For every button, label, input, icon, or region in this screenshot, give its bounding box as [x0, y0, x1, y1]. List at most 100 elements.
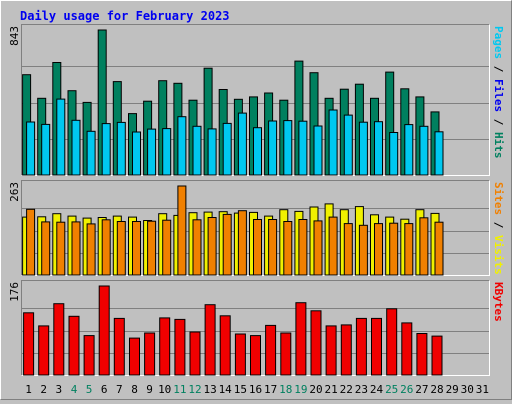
- side-legend: Sites / Visits: [492, 182, 505, 275]
- bar-pages-day-4: [71, 119, 81, 176]
- bar-pages-day-14: [222, 122, 232, 176]
- bar-kbytes-day-8: [129, 337, 140, 376]
- bar-pages-day-6: [101, 123, 111, 176]
- bar-pages-day-25: [389, 132, 399, 176]
- x-tick-label-day-30: 30: [461, 383, 474, 396]
- bar-kbytes-day-14: [219, 315, 231, 376]
- bar-sites-day-27: [419, 217, 429, 276]
- x-tick-label-day-17: 17: [264, 383, 277, 396]
- legend-label: KBytes: [492, 282, 505, 322]
- x-tick-label-day-8: 8: [131, 383, 138, 396]
- bar-kbytes-day-20: [310, 310, 322, 376]
- chart-panels: 843 Pages / Files / Hits 263 Sites / Visits…: [8, 24, 505, 376]
- bar-sites-day-26: [404, 223, 414, 276]
- bar-sites-day-16: [253, 219, 262, 276]
- bar-pages-day-22: [343, 114, 353, 176]
- bar-sites-day-18: [283, 221, 293, 276]
- x-tick-label-day-22: 22: [340, 383, 353, 396]
- bar-pages-day-21: [328, 109, 338, 176]
- bar-kbytes-day-4: [68, 315, 80, 376]
- x-tick-label-day-26: 26: [400, 383, 413, 396]
- bar-pages-day-3: [56, 98, 66, 176]
- bar-pages-day-16: [253, 127, 262, 176]
- bar-kbytes-day-6: [98, 285, 110, 376]
- x-tick-label-day-29: 29: [446, 383, 459, 396]
- bar-pages-day-9: [147, 128, 157, 176]
- bar-sites-day-20: [313, 220, 323, 276]
- legend-label: Hits: [492, 132, 505, 159]
- bar-pages-day-27: [419, 125, 429, 176]
- bar-sites-day-5: [86, 223, 96, 276]
- bar-pages-day-12: [192, 125, 202, 176]
- bar-sites-day-2: [41, 221, 51, 276]
- bar-pages-day-18: [283, 120, 293, 176]
- bar-sites-day-12: [192, 219, 202, 276]
- bar-pages-day-15: [237, 112, 247, 176]
- side-legend: KBytes: [492, 282, 505, 322]
- bar-kbytes-day-25: [386, 308, 398, 376]
- bar-kbytes-day-10: [159, 317, 171, 376]
- x-tick-label-day-14: 14: [219, 383, 233, 396]
- x-tick-label-day-16: 16: [249, 383, 262, 396]
- legend-label: /: [492, 59, 505, 79]
- x-tick-label-day-27: 27: [415, 383, 428, 396]
- x-tick-label-day-23: 23: [355, 383, 368, 396]
- legend-label: Pages: [492, 26, 505, 59]
- bar-kbytes-day-5: [83, 335, 95, 376]
- legend-label: /: [492, 112, 505, 132]
- panel-visits-sites: 263 Sites / Visits: [8, 180, 505, 276]
- bar-sites-day-4: [71, 221, 81, 276]
- bar-pages-day-2: [41, 123, 51, 176]
- bar-pages-day-26: [404, 124, 414, 176]
- bar-kbytes-day-21: [325, 325, 337, 376]
- bar-sites-day-17: [268, 219, 278, 276]
- bar-sites-day-24: [374, 223, 383, 276]
- bar-kbytes-day-11: [174, 318, 186, 376]
- bar-sites-day-15: [237, 210, 247, 276]
- panel-bevel-light: [21, 280, 490, 376]
- bar-pages-day-5: [86, 130, 96, 176]
- bar-pages-day-23: [358, 121, 368, 176]
- bar-sites-day-14: [222, 213, 232, 276]
- legend-label: Files: [492, 79, 505, 112]
- bar-kbytes-day-9: [144, 332, 156, 376]
- x-tick-label-day-2: 2: [40, 383, 47, 396]
- bar-sites-day-23: [358, 224, 368, 276]
- bar-kbytes-day-19: [295, 302, 307, 376]
- bar-sites-day-3: [56, 221, 66, 276]
- bar-kbytes-day-18: [280, 332, 292, 376]
- bar-sites-day-8: [132, 221, 141, 276]
- bar-sites-day-22: [343, 223, 353, 276]
- bar-pages-day-19: [298, 120, 308, 176]
- panel-bevel-light: [21, 24, 490, 176]
- bar-sites-day-19: [298, 219, 308, 276]
- bar-kbytes-day-2: [38, 325, 50, 376]
- x-tick-label-day-7: 7: [116, 383, 123, 396]
- x-tick-label-day-11: 11: [173, 383, 186, 396]
- side-legend: Pages / Files / Hits: [492, 26, 505, 159]
- bar-pages-day-7: [116, 121, 126, 176]
- bar-kbytes-day-24: [371, 317, 382, 376]
- bar-kbytes-day-16: [250, 335, 261, 376]
- bar-kbytes-day-28: [431, 335, 443, 376]
- bar-pages-day-10: [162, 128, 172, 176]
- bar-kbytes-day-27: [416, 333, 428, 376]
- bar-sites-day-6: [101, 219, 111, 276]
- bar-pages-day-11: [177, 116, 187, 176]
- panel-bevel-dark: [21, 24, 490, 176]
- bar-pages-day-17: [268, 120, 278, 176]
- x-tick-label-day-28: 28: [430, 383, 443, 396]
- bar-sites-day-21: [328, 216, 338, 276]
- bar-kbytes-day-23: [355, 317, 367, 376]
- bar-pages-day-13: [207, 128, 217, 176]
- x-axis-labels: 1 2 3 4 5 6 7 8 9 10 11 12 13 14 15 16 17 18 19 20 21 22 23 24 2…: [25, 383, 489, 396]
- bar-sites-day-11: [177, 185, 187, 276]
- x-tick-label-day-25: 25: [385, 383, 398, 396]
- bar-sites-day-28: [434, 221, 444, 276]
- legend-label: /: [492, 215, 505, 235]
- x-tick-label-day-24: 24: [370, 383, 384, 396]
- bar-kbytes-day-22: [340, 324, 352, 376]
- bar-kbytes-day-12: [189, 331, 201, 376]
